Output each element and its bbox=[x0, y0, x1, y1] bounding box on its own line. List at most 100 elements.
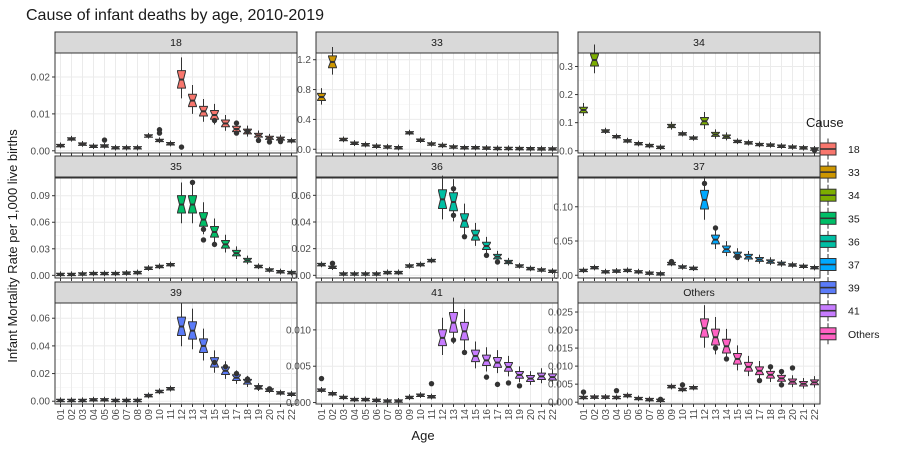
facet-panel-35: 35 0.00 0.03 0.06 0.09 bbox=[31, 155, 298, 282]
boxplot-14 bbox=[722, 132, 731, 141]
boxplot-20 bbox=[526, 265, 535, 272]
x-axis-title: Age bbox=[411, 428, 434, 443]
boxplot-03 bbox=[339, 270, 348, 277]
x-tick-label: 05 bbox=[100, 409, 111, 421]
facet-panel-18: 18 0.00 0.01 0.02 bbox=[31, 31, 298, 157]
outlier-point bbox=[189, 179, 196, 186]
boxplot-05 bbox=[100, 270, 109, 277]
boxplot-06 bbox=[111, 144, 120, 151]
y-axis-title: Infant Mortality Rate per 1,000 live bir… bbox=[5, 129, 20, 363]
boxplot-22 bbox=[548, 145, 557, 152]
outlier-point bbox=[505, 380, 512, 386]
boxplot-16 bbox=[482, 347, 491, 372]
boxplot-07 bbox=[383, 143, 392, 150]
x-tick-label: 19 bbox=[254, 409, 265, 421]
outlier-point bbox=[461, 349, 468, 356]
boxplot-17 bbox=[232, 246, 241, 260]
boxplot-01 bbox=[56, 271, 65, 278]
facet-panel-36: 36 0.00 0.02 0.04 0.06 bbox=[292, 155, 559, 282]
boxplot-10 bbox=[416, 392, 425, 398]
boxplot-13 bbox=[711, 317, 720, 355]
boxplot-13 bbox=[449, 297, 458, 344]
boxplot-17 bbox=[493, 250, 502, 262]
boxplot-22 bbox=[287, 269, 296, 276]
y-tick-label: 1.2 bbox=[297, 55, 311, 66]
y-tick-label: 0.005 bbox=[286, 362, 311, 373]
boxplot-03 bbox=[78, 141, 87, 147]
y-tick-label: 0.02 bbox=[31, 72, 51, 83]
boxplot-05 bbox=[361, 141, 370, 148]
x-tick-label: 02 bbox=[590, 409, 601, 421]
panel-background bbox=[55, 53, 297, 153]
boxplot-22 bbox=[810, 376, 819, 388]
outlier-point bbox=[222, 363, 229, 370]
facet-strip-label: Others bbox=[683, 287, 715, 299]
boxplot-08 bbox=[656, 144, 665, 151]
x-tick-label: 14 bbox=[722, 409, 733, 421]
y-tick-label: 0.02 bbox=[292, 244, 312, 255]
boxplot-10 bbox=[678, 386, 687, 393]
x-tick-label: 15 bbox=[210, 409, 221, 421]
outlier-point bbox=[211, 117, 218, 124]
outlier-point bbox=[494, 259, 501, 265]
boxplot-04 bbox=[89, 396, 98, 403]
legend-entry-41: 41 bbox=[819, 300, 860, 322]
panel-border bbox=[315, 177, 559, 279]
boxplot-21 bbox=[799, 378, 808, 389]
x-tick-label: 10 bbox=[155, 409, 166, 421]
boxplot-11 bbox=[689, 384, 698, 391]
x-tick-label: 11 bbox=[689, 409, 700, 420]
facet-strip-label: 35 bbox=[170, 161, 182, 173]
outlier-point bbox=[657, 396, 664, 403]
boxplot-04 bbox=[89, 270, 98, 277]
boxplot-14 bbox=[460, 144, 469, 151]
x-tick-label: 08 bbox=[656, 409, 667, 421]
boxplot-04 bbox=[612, 133, 621, 140]
boxplot-20 bbox=[526, 371, 535, 385]
x-tick-label: 09 bbox=[144, 409, 155, 421]
facet-strip-label: 36 bbox=[431, 161, 443, 173]
boxplot-10 bbox=[416, 261, 425, 268]
x-tick-label: 22 bbox=[548, 409, 559, 421]
outlier-point bbox=[255, 384, 262, 391]
boxplot-10 bbox=[155, 388, 164, 395]
outlier-point bbox=[211, 241, 218, 248]
boxplot-02 bbox=[590, 393, 599, 400]
boxplot-05 bbox=[361, 396, 370, 403]
boxplot-03 bbox=[601, 393, 610, 400]
legend-entry-33: 33 bbox=[819, 161, 860, 183]
legend-label: 33 bbox=[848, 167, 860, 179]
boxplot-05 bbox=[100, 396, 109, 403]
boxplot-08 bbox=[656, 270, 665, 277]
outlier-point bbox=[200, 226, 207, 233]
outlier-point bbox=[778, 382, 785, 388]
facet-strip bbox=[54, 155, 298, 178]
boxplot-14 bbox=[722, 241, 731, 257]
panel-border bbox=[315, 302, 559, 405]
x-tick-label: 02 bbox=[67, 409, 78, 421]
boxplot-05 bbox=[100, 142, 109, 149]
boxplot-11 bbox=[166, 140, 175, 147]
x-tick-label: 21 bbox=[537, 409, 548, 421]
boxplot-18 bbox=[243, 255, 252, 265]
legend: Cause 18 33 34 35 36 37 39 41 Others bbox=[806, 115, 880, 345]
boxplot-07 bbox=[383, 269, 392, 276]
boxplot-21 bbox=[537, 368, 546, 384]
outlier-point bbox=[244, 376, 251, 382]
x-tick-label: 10 bbox=[678, 409, 689, 421]
boxplot-14 bbox=[199, 202, 208, 235]
x-tick-label: 04 bbox=[612, 409, 623, 421]
boxplot-13 bbox=[711, 129, 720, 139]
boxplot-12 bbox=[177, 182, 186, 224]
y-tick-label: 0.000 bbox=[548, 398, 573, 409]
boxplot-15 bbox=[733, 345, 742, 371]
boxplot-19 bbox=[777, 259, 786, 267]
facet-strip-label: 18 bbox=[170, 37, 182, 49]
outlier-point bbox=[712, 225, 719, 231]
boxplot-08 bbox=[133, 397, 142, 404]
y-tick-label: 0.00 bbox=[31, 397, 51, 408]
y-tick-label: 0.02 bbox=[31, 369, 51, 380]
outlier-point bbox=[428, 380, 435, 387]
panel-border bbox=[577, 52, 821, 154]
x-tick-label: 01 bbox=[579, 409, 590, 421]
